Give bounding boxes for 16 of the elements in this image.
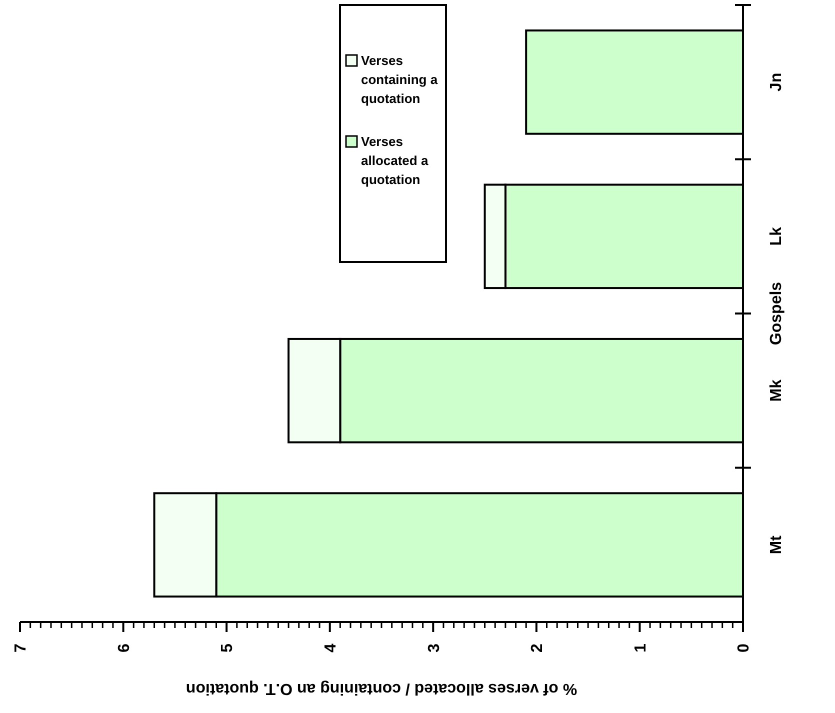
x-tick-label: 1 xyxy=(632,643,650,652)
y-tick-label: Lk xyxy=(768,226,785,246)
y-tick-label: Jn xyxy=(768,72,785,92)
x-tick-label: 7 xyxy=(12,643,30,652)
x-tick-label: 6 xyxy=(116,643,133,652)
y-tick-label: Mk xyxy=(768,379,785,402)
x-axis-title: % of verses allocated / containing an O.T. quotation xyxy=(186,680,578,697)
y-tick-label: Mt xyxy=(768,534,785,554)
legend-label: Verses allocated a quotation xyxy=(361,134,429,187)
x-tick-label: 3 xyxy=(426,643,443,652)
y-axis-title: Gospels xyxy=(768,282,785,346)
x-tick-label: 0 xyxy=(736,643,753,652)
x-tick-label: 5 xyxy=(219,643,236,652)
legend-label: Verses containing a quotation xyxy=(361,53,438,106)
x-tick-label: 4 xyxy=(322,643,340,652)
x-tick-label: 2 xyxy=(529,643,546,652)
